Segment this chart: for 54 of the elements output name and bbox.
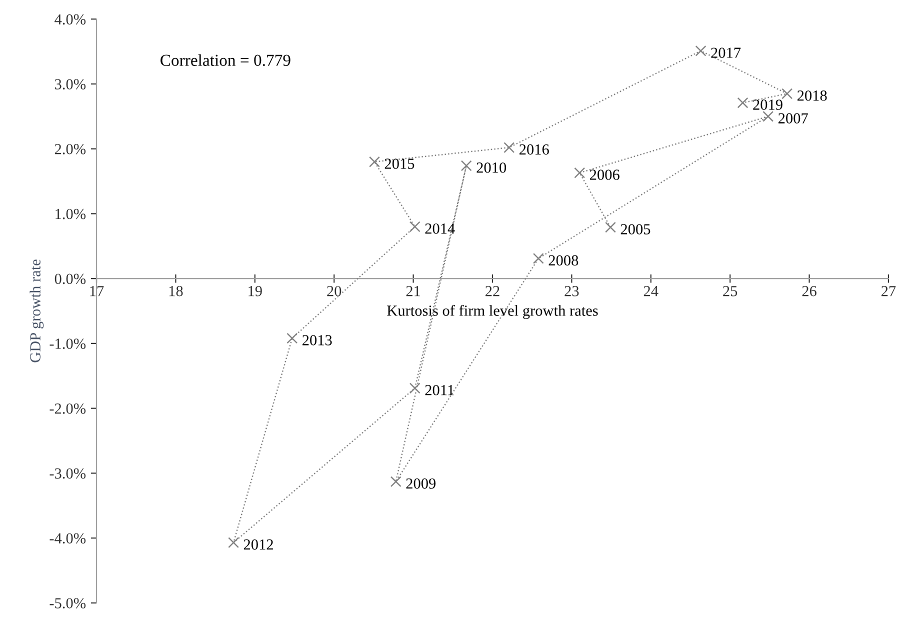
- annotation: 2010: [476, 162, 506, 173]
- x-tick-label: 18: [169, 286, 183, 296]
- annotation: 2012: [244, 539, 273, 550]
- x-tick-label: 19: [248, 286, 262, 296]
- point: [504, 142, 515, 154]
- y-tick-label: 1.0%: [56, 208, 86, 220]
- point: [782, 88, 793, 100]
- annotation: 2008: [548, 255, 578, 266]
- point: [460, 160, 472, 172]
- annotation: 2009: [406, 478, 436, 489]
- y-tick-label: 2.0%: [54, 144, 86, 154]
- annotation: 2019: [753, 100, 782, 110]
- annotation: 2007: [778, 113, 808, 124]
- y-tick-label: -5.0%: [50, 598, 86, 608]
- y-axis-title: GDP growth rate: [30, 260, 44, 362]
- point: [695, 45, 706, 56]
- y-tick-label: 4.0%: [54, 14, 86, 25]
- point: [286, 332, 298, 344]
- annotation: Correlation = 0.779: [160, 54, 290, 66]
- annotation: 2015: [384, 158, 414, 169]
- annotation: 2013: [302, 335, 332, 346]
- point: [605, 222, 616, 233]
- y-tick-label: -2.0%: [50, 403, 86, 414]
- point: [390, 476, 402, 488]
- y-tick-label: -3.0%: [50, 468, 86, 479]
- point: [369, 156, 380, 168]
- annotation: 2005: [620, 224, 650, 234]
- point: [409, 382, 420, 394]
- x-axis-title: Kurtosis of firm level growth rates: [387, 304, 598, 319]
- x-tick-label: 20: [327, 286, 342, 296]
- point: [532, 252, 544, 264]
- x-tick-label: 26: [802, 286, 816, 296]
- annotation: 2017: [711, 48, 741, 58]
- annotation: 2011: [425, 384, 454, 396]
- point: [409, 221, 420, 232]
- x-tick-label: 24: [644, 286, 658, 296]
- y-tick-label: 3.0%: [55, 79, 86, 90]
- x-tick-label: 25: [723, 286, 738, 296]
- x-tick-label: 27: [882, 286, 896, 296]
- annotation: 2006: [590, 170, 620, 180]
- y-tick-label: -1.0%: [50, 338, 86, 349]
- annotation: 2018: [797, 90, 827, 101]
- y-tick-label: -4.0%: [50, 533, 86, 544]
- annotation: 2014: [425, 223, 455, 234]
- point: [762, 110, 774, 122]
- annotation: 2016: [520, 144, 549, 155]
- x-tick-label: 22: [486, 286, 500, 296]
- point: [228, 537, 240, 548]
- point: [574, 167, 586, 178]
- x-tick-label: 17: [90, 286, 104, 296]
- y-tick-label: 0.0%: [54, 274, 86, 284]
- x-tick-label: 21: [406, 286, 420, 296]
- point: [737, 97, 748, 108]
- x-tick-label: 23: [564, 286, 579, 296]
